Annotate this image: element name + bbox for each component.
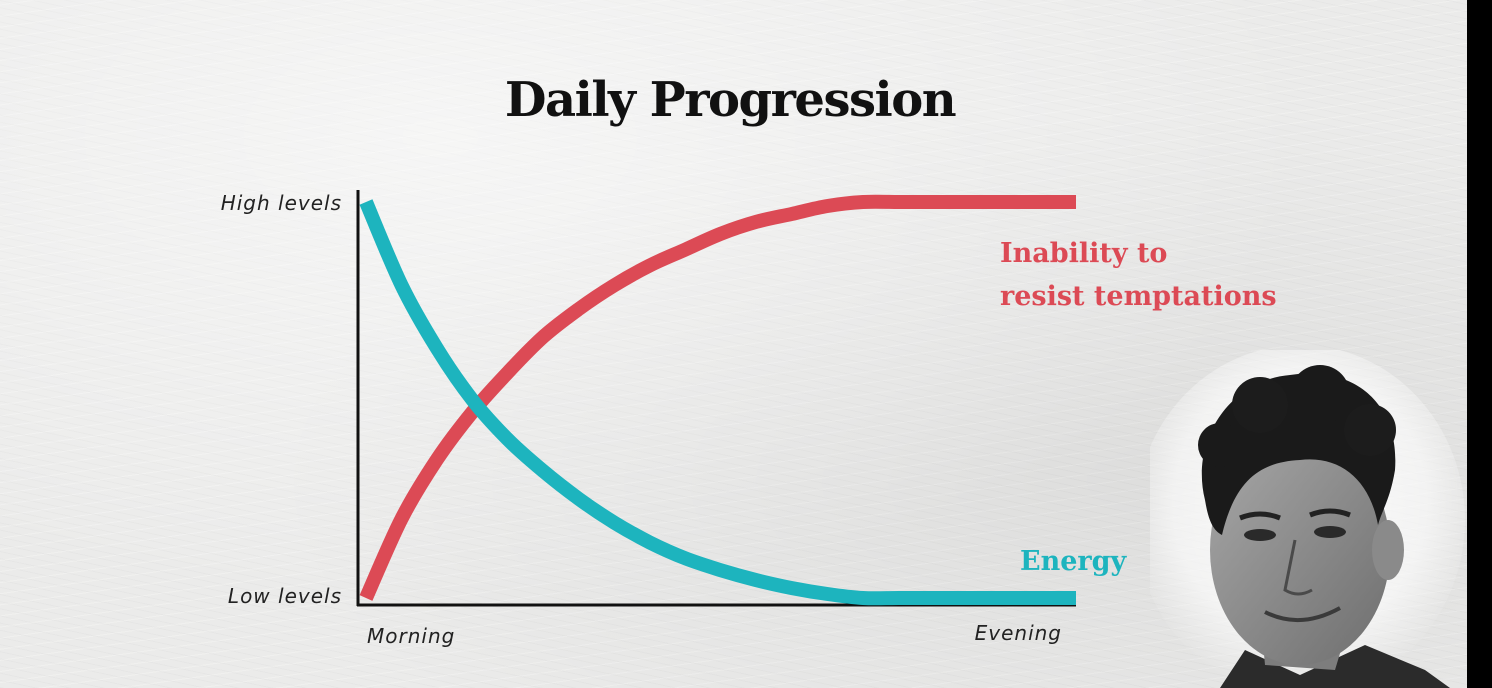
y-tick-high: High levels bbox=[221, 191, 342, 215]
chart-title: Daily Progression bbox=[505, 72, 956, 128]
series-line-energy bbox=[359, 199, 1076, 606]
series-label-temptations-line2: resist temptations bbox=[1000, 281, 1277, 312]
presenter-photo bbox=[1150, 350, 1465, 688]
series-line-temptations bbox=[359, 194, 1076, 601]
x-tick-morning: Morning bbox=[367, 624, 455, 648]
series-label-temptations-line1: Inability to bbox=[1000, 238, 1167, 269]
series-label-energy: Energy bbox=[1020, 546, 1127, 577]
x-tick-evening: Evening bbox=[975, 621, 1062, 645]
y-tick-low: Low levels bbox=[228, 584, 342, 608]
series-layer bbox=[359, 194, 1076, 606]
